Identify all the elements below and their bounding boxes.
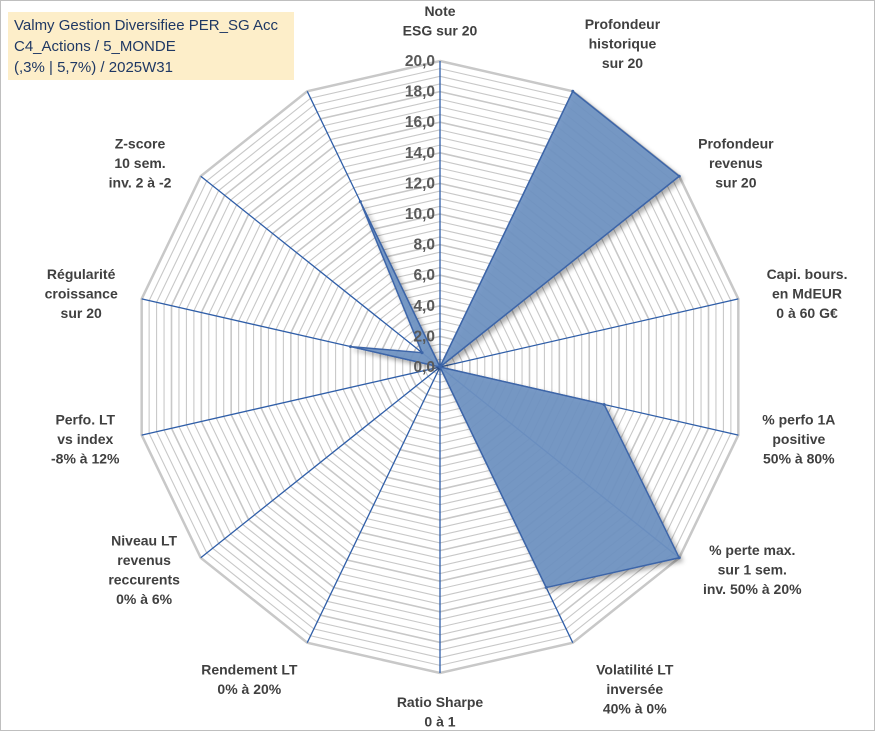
series-area: [350, 90, 681, 589]
axis-label: 0% à 20%: [217, 681, 281, 697]
axis-label: Perfo. LT: [55, 411, 115, 427]
axis-spoke: [439, 298, 739, 368]
axis-label: positive: [772, 431, 825, 447]
axis-label: Niveau LT: [111, 532, 177, 548]
tick-label: 0,0: [413, 359, 435, 376]
tick-label: 14,0: [405, 145, 435, 162]
chart-title-box: Valmy Gestion Diversifiee PER_SG Acc C4_…: [8, 12, 294, 80]
axis-label: 10 sem.: [114, 155, 165, 171]
axis-spoke: [200, 175, 441, 368]
data-point: [677, 556, 681, 560]
radial-tick-labels: 0,0 2,0 4,0 6,0 8,0 10,0 12,0 14,0 16,0 18,0 20,0: [405, 53, 435, 376]
axis-label: 0% à 6%: [116, 591, 173, 607]
axis-label: 0 à 1: [424, 714, 455, 730]
axis-label: historique: [589, 35, 657, 51]
axis-label: croissance: [45, 286, 118, 302]
axis-label: Profondeur: [585, 16, 661, 32]
tick-label: 12,0: [405, 175, 435, 192]
axis-label: -8% à 12%: [51, 450, 120, 466]
data-point: [544, 586, 548, 590]
axis-label: % perte max.: [709, 542, 795, 558]
radar-series: [349, 89, 681, 590]
data-point: [420, 351, 424, 355]
axis-label: en MdEUR: [772, 286, 842, 302]
axis-label: Z-score: [115, 135, 166, 151]
axis-label: 40% à 0%: [603, 701, 667, 717]
axis-label: 50% à 80%: [763, 450, 835, 466]
data-point: [571, 89, 575, 93]
axis-label: Ratio Sharpe: [397, 694, 484, 710]
axis-label: ESG sur 20: [403, 23, 478, 39]
axis-label: revenus: [709, 155, 763, 171]
axis-label: sur 20: [602, 55, 643, 71]
title-line-1: Valmy Gestion Diversifiee PER_SG Acc: [14, 17, 278, 34]
axis-label: % perfo 1A: [762, 411, 835, 427]
axis-spoke: [200, 366, 441, 559]
axis-label: inv. 50% à 20%: [703, 581, 802, 597]
axis-label: inv. 2 à -2: [109, 174, 172, 190]
tick-label: 20,0: [405, 53, 435, 70]
tick-label: 16,0: [405, 114, 435, 131]
axis-label: inversée: [606, 681, 663, 697]
tick-label: 6,0: [413, 267, 435, 284]
tick-label: 2,0: [413, 328, 435, 345]
data-point: [349, 345, 352, 349]
tick-label: 18,0: [405, 84, 435, 101]
axis-label: 0 à 60 G€: [776, 305, 838, 321]
data-point: [358, 200, 362, 204]
axis-label: Capi. bours.: [767, 266, 848, 282]
axis-label: vs index: [57, 431, 113, 447]
axis-label: sur 20: [715, 174, 756, 190]
axis-label: Note: [424, 3, 455, 19]
axis-label: reccurents: [108, 571, 180, 587]
axis-label: Rendement LT: [201, 662, 298, 678]
axis-label: Volatilité LT: [596, 662, 674, 678]
axis-label: sur 1 sem.: [718, 562, 787, 578]
tick-label: 10,0: [405, 206, 435, 223]
axis-spoke: [141, 366, 441, 436]
data-point: [677, 174, 681, 178]
title-line-2: C4_Actions / 5_MONDE: [14, 38, 176, 55]
axis-label: revenus: [117, 552, 171, 568]
data-point: [438, 365, 442, 369]
tick-label: 8,0: [413, 237, 435, 254]
data-point: [602, 402, 606, 406]
axis-label: Régularité: [47, 266, 116, 282]
title-line-3: (,3% | 5,7%) / 2025W31: [14, 59, 173, 76]
axis-label: sur 20: [61, 305, 102, 321]
axis-spoke: [306, 366, 441, 643]
axis-label: Profondeur: [698, 135, 774, 151]
tick-label: 4,0: [413, 298, 435, 315]
